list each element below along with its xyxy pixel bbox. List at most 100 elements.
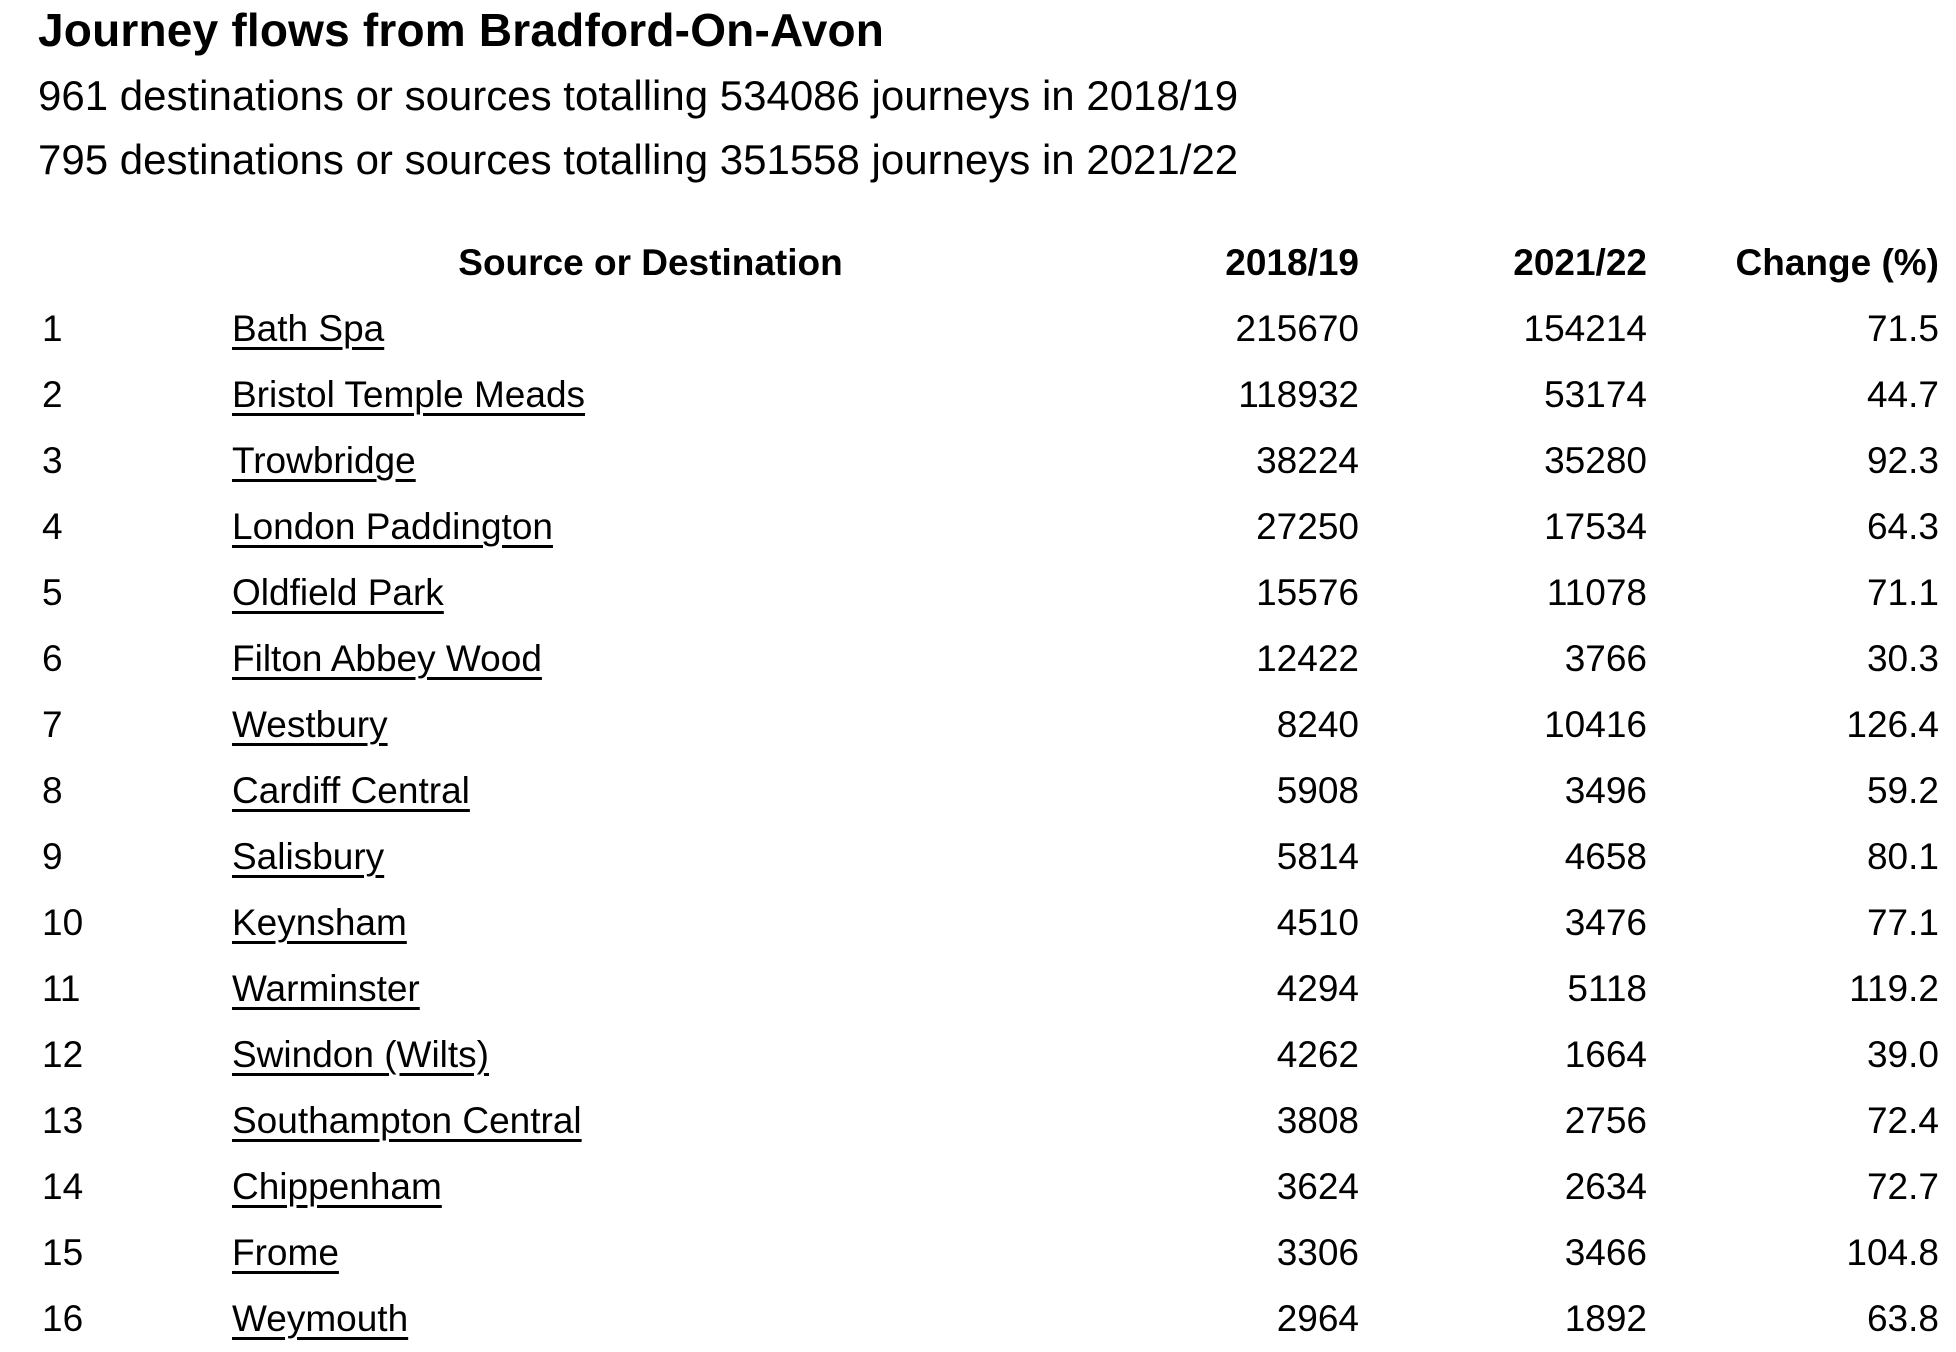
table-row: 5 Oldfield Park 15576 11078 71.1	[38, 560, 1943, 626]
station-cell: Warminster	[228, 956, 1073, 1022]
station-cell: Trowbridge	[228, 428, 1073, 494]
journeys-2018-19-cell: 38224	[1256, 440, 1359, 481]
row-rank: 3	[42, 440, 63, 481]
table-row: 1 Bath Spa 215670 154214 71.5	[38, 296, 1943, 362]
journeys-2018-19-cell: 3808	[1276, 1100, 1359, 1141]
station-link[interactable]: Warminster	[232, 968, 420, 1009]
station-link[interactable]: Cardiff Central	[232, 770, 470, 811]
change-percent-cell: 39.0	[1866, 1034, 1939, 1075]
change-percent-cell: 44.7	[1866, 374, 1939, 415]
journeys-2021-22-cell: 53174	[1544, 374, 1647, 415]
row-rank: 5	[42, 572, 63, 613]
row-rank: 7	[42, 704, 63, 745]
change-percent-cell: 63.8	[1866, 1298, 1939, 1339]
table-row: 16 Weymouth 2964 1892 63.8	[38, 1286, 1943, 1352]
table-row: 6 Filton Abbey Wood 12422 3766 30.3	[38, 626, 1943, 692]
station-link[interactable]: Chippenham	[232, 1166, 442, 1207]
table-row: 13 Southampton Central 3808 2756 72.4	[38, 1088, 1943, 1154]
station-link[interactable]: Southampton Central	[232, 1100, 582, 1141]
rank-column-header	[38, 230, 228, 296]
change-percent-cell: 92.3	[1866, 440, 1939, 481]
row-rank: 4	[42, 506, 63, 547]
journeys-2021-22-cell: 4658	[1564, 836, 1647, 877]
table-row: 9 Salisbury 5814 4658 80.1	[38, 824, 1943, 890]
station-link[interactable]: Trowbridge	[232, 440, 416, 481]
change-percent-cell: 77.1	[1866, 902, 1939, 943]
station-link[interactable]: Filton Abbey Wood	[232, 638, 542, 679]
row-rank: 6	[42, 638, 63, 679]
station-cell: Bristol Temple Meads	[228, 362, 1073, 428]
row-rank: 8	[42, 770, 63, 811]
journeys-2018-19-cell: 4510	[1276, 902, 1359, 943]
row-rank: 1	[42, 308, 63, 349]
station-link[interactable]: Bath Spa	[232, 308, 385, 349]
station-link[interactable]: Weymouth	[232, 1298, 409, 1339]
journeys-2018-19-cell: 118932	[1238, 374, 1359, 415]
station-link[interactable]: Salisbury	[232, 836, 385, 877]
journeys-2018-19-cell: 8240	[1276, 704, 1359, 745]
change-percent-cell: 72.4	[1866, 1100, 1939, 1141]
summary-2021-22: 795 destinations or sources totalling 35…	[38, 136, 1239, 183]
row-rank: 12	[42, 1034, 84, 1075]
row-rank: 15	[42, 1232, 84, 1273]
journeys-2021-22-cell: 1892	[1564, 1298, 1647, 1339]
journeys-2021-22-cell: 17534	[1544, 506, 1647, 547]
station-link[interactable]: Westbury	[232, 704, 388, 745]
station-cell: Oldfield Park	[228, 560, 1073, 626]
change-percent-cell: 71.5	[1866, 308, 1939, 349]
row-rank: 10	[42, 902, 84, 943]
journeys-2021-22-cell: 5118	[1567, 968, 1647, 1009]
change-percent-cell: 119.2	[1849, 968, 1939, 1009]
table-row: 7 Westbury 8240 10416 126.4	[38, 692, 1943, 758]
journeys-2021-22-cell: 35280	[1544, 440, 1647, 481]
journeys-2018-19-cell: 27250	[1256, 506, 1359, 547]
station-cell: Swindon (Wilts)	[228, 1022, 1073, 1088]
journeys-2018-19-cell: 5814	[1276, 836, 1359, 877]
change-percent-cell: 64.3	[1866, 506, 1939, 547]
station-link[interactable]: London Paddington	[232, 506, 553, 547]
station-cell: Filton Abbey Wood	[228, 626, 1073, 692]
table-row: 2 Bristol Temple Meads 118932 53174 44.7	[38, 362, 1943, 428]
station-link[interactable]: Frome	[232, 1232, 339, 1273]
station-cell: Cardiff Central	[228, 758, 1073, 824]
table-row: 8 Cardiff Central 5908 3496 59.2	[38, 758, 1943, 824]
year-2021-22-column-header: 2021/22	[1513, 242, 1647, 283]
journeys-2018-19-cell: 15576	[1256, 572, 1359, 613]
station-link[interactable]: Bristol Temple Meads	[232, 374, 586, 415]
journey-flows-table: Source or Destination 2018/19 2021/22 Ch…	[38, 230, 1943, 1352]
journeys-2021-22-cell: 3496	[1564, 770, 1647, 811]
journeys-2021-22-cell: 1664	[1564, 1034, 1647, 1075]
table-row: 10 Keynsham 4510 3476 77.1	[38, 890, 1943, 956]
journeys-2018-19-cell: 4294	[1276, 968, 1359, 1009]
station-link[interactable]: Keynsham	[232, 902, 407, 943]
station-cell: Chippenham	[228, 1154, 1073, 1220]
row-rank: 16	[42, 1298, 84, 1339]
station-cell: Westbury	[228, 692, 1073, 758]
table-row: 15 Frome 3306 3466 104.8	[38, 1220, 1943, 1286]
change-percent-column-header: Change (%)	[1735, 242, 1940, 283]
journeys-2018-19-cell: 12422	[1256, 638, 1359, 679]
change-percent-cell: 72.7	[1866, 1166, 1939, 1207]
journeys-2021-22-cell: 154214	[1523, 308, 1647, 349]
row-rank: 14	[42, 1166, 84, 1207]
journeys-2018-19-cell: 4262	[1276, 1034, 1359, 1075]
row-rank: 2	[42, 374, 63, 415]
journeys-2018-19-cell: 2964	[1276, 1298, 1359, 1339]
row-rank: 11	[42, 968, 81, 1009]
year-2018-19-column-header: 2018/19	[1225, 242, 1359, 283]
station-cell: Frome	[228, 1220, 1073, 1286]
table-row: 4 London Paddington 27250 17534 64.3	[38, 494, 1943, 560]
change-percent-cell: 30.3	[1866, 638, 1939, 679]
station-link[interactable]: Swindon (Wilts)	[232, 1034, 489, 1075]
station-cell: Salisbury	[228, 824, 1073, 890]
station-cell: London Paddington	[228, 494, 1073, 560]
journeys-2021-22-cell: 3766	[1564, 638, 1647, 679]
summary-2018-19: 961 destinations or sources totalling 53…	[38, 72, 1239, 119]
journeys-2021-22-cell: 11078	[1546, 572, 1647, 613]
journeys-2021-22-cell: 3466	[1564, 1232, 1647, 1273]
station-link[interactable]: Oldfield Park	[232, 572, 444, 613]
journeys-2018-19-cell: 215670	[1235, 308, 1359, 349]
change-percent-cell: 126.4	[1846, 704, 1939, 745]
change-percent-cell: 104.8	[1846, 1232, 1939, 1273]
